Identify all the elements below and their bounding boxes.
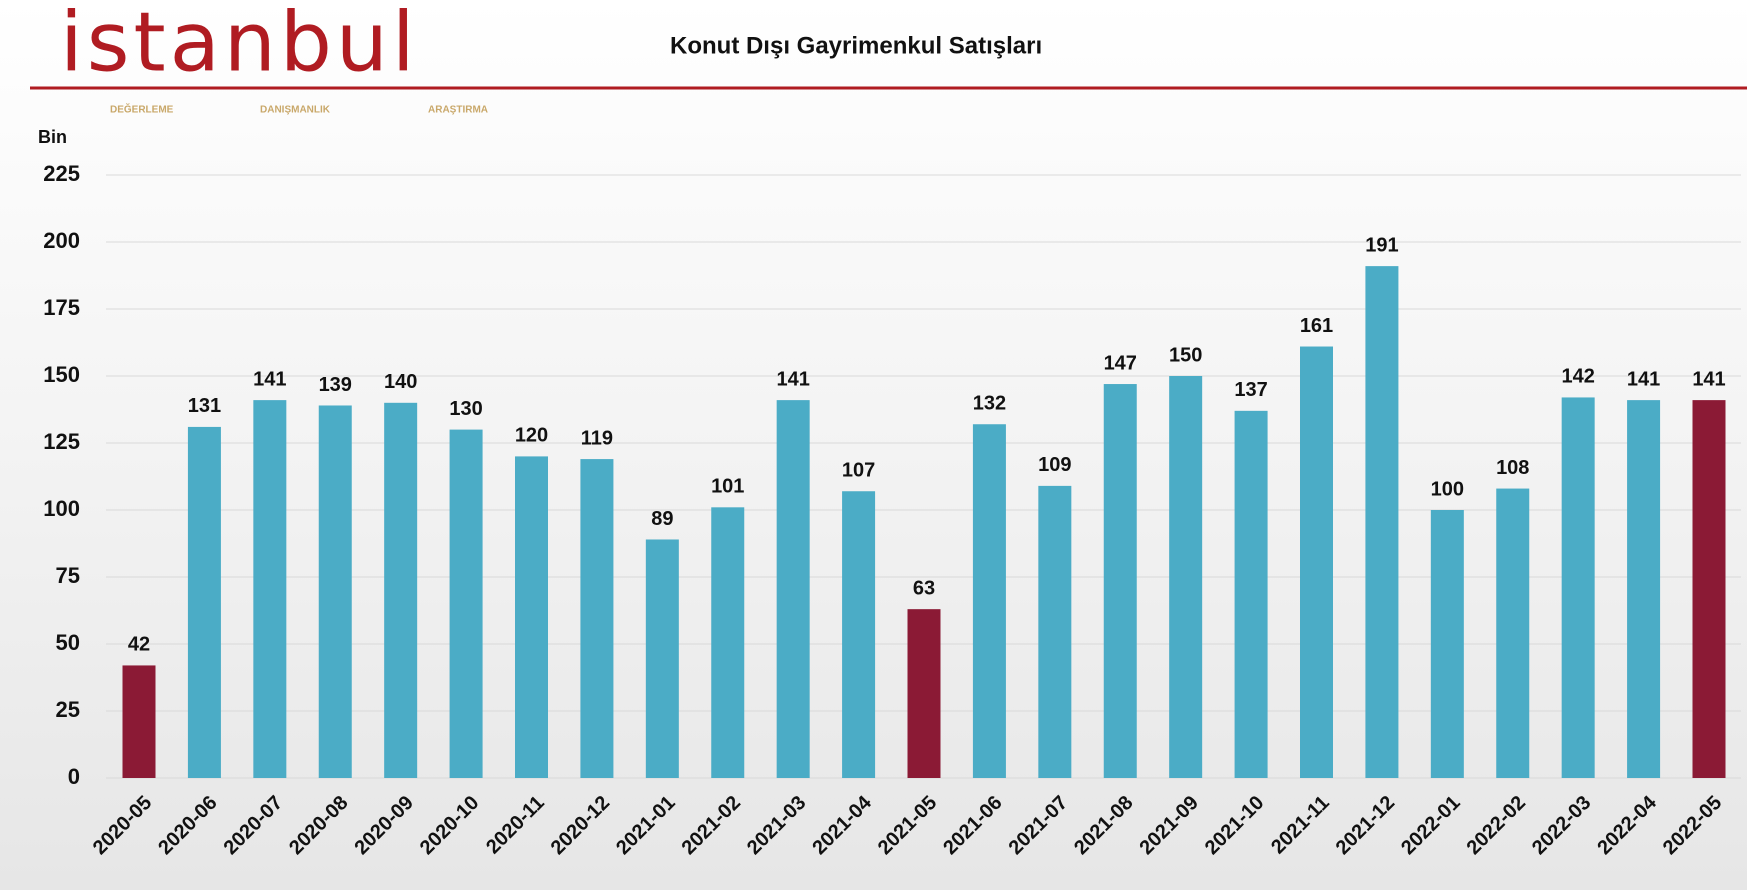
value-label: 191	[1365, 234, 1398, 256]
value-label: 132	[973, 393, 1006, 415]
bar	[1561, 397, 1595, 778]
x-tick-label: 2022-01	[1397, 792, 1464, 859]
x-tick-label: 2020-12	[547, 792, 614, 859]
y-tick-label: 100	[43, 496, 80, 521]
x-tick-label: 2020-08	[285, 792, 352, 859]
bar	[253, 400, 287, 778]
value-label: 137	[1234, 379, 1267, 401]
x-tick-label: 2021-06	[939, 792, 1006, 859]
value-label: 108	[1496, 457, 1529, 479]
bar	[776, 400, 810, 778]
bar	[449, 429, 483, 778]
y-tick-label: 50	[56, 630, 80, 655]
x-tick-label: 2020-06	[154, 792, 221, 859]
value-label: 141	[776, 368, 809, 390]
y-tick-label: 200	[43, 228, 80, 253]
logo-tagline: DEĞERLEME	[110, 103, 174, 116]
x-tick-label: 2020-05	[89, 792, 156, 859]
bar	[1234, 410, 1268, 778]
value-label: 119	[581, 427, 613, 449]
logo-tagline: ARAŞTIRMA	[428, 105, 488, 116]
bar	[907, 609, 941, 778]
value-label: 109	[1038, 454, 1071, 476]
x-tick-label: 2021-09	[1135, 792, 1202, 859]
bar	[1365, 266, 1399, 778]
x-tick-label: 2020-10	[416, 792, 483, 859]
value-label: 120	[515, 425, 548, 447]
x-tick-label: 2022-02	[1463, 792, 1530, 859]
bar	[1627, 400, 1661, 778]
y-tick-label: 75	[56, 563, 80, 588]
x-tick-label: 2021-01	[612, 792, 679, 859]
value-label: 89	[651, 508, 673, 530]
bar	[972, 424, 1006, 778]
bar	[842, 491, 876, 778]
logo-name: istanbul	[60, 0, 419, 90]
x-tick-label: 2022-03	[1528, 792, 1595, 859]
value-label: 131	[188, 395, 221, 417]
x-tick-label: 2020-09	[350, 792, 417, 859]
bar	[711, 507, 745, 778]
x-tick-label: 2021-05	[874, 792, 941, 859]
value-label: 141	[253, 368, 286, 390]
bar	[1300, 346, 1333, 778]
bar	[1692, 400, 1726, 778]
y-tick-label: 225	[43, 161, 80, 186]
value-label: 141	[1692, 368, 1725, 390]
value-label: 139	[319, 374, 352, 396]
x-tick-label: 2021-03	[743, 792, 810, 859]
bar	[645, 539, 679, 778]
x-tick-label: 2021-04	[808, 791, 876, 859]
x-tick-label: 2020-11	[482, 792, 549, 859]
x-tick-label: 2021-10	[1201, 792, 1268, 859]
value-label: 100	[1431, 478, 1464, 500]
value-label: 101	[711, 476, 744, 498]
bar	[122, 665, 156, 778]
value-label: 142	[1561, 366, 1594, 388]
x-tick-label: 2021-08	[1070, 792, 1137, 859]
value-label: 147	[1104, 352, 1137, 374]
bar	[384, 402, 418, 778]
y-tick-label: 125	[43, 429, 80, 454]
bar	[318, 405, 352, 778]
bar	[1169, 376, 1203, 778]
x-tick-label: 2021-02	[678, 792, 745, 859]
value-label: 161	[1300, 315, 1333, 337]
x-tick-label: 2020-07	[220, 792, 287, 859]
value-label: 140	[384, 371, 417, 393]
value-label: 63	[913, 577, 935, 599]
chart-title: Konut Dışı Gayrimenkul Satışları	[670, 32, 1042, 59]
y-tick-label: 25	[56, 697, 80, 722]
bar	[1496, 488, 1530, 778]
x-tick-label: 2022-04	[1593, 791, 1661, 859]
y-axis-label: Bin	[38, 127, 67, 147]
y-tick-label: 150	[43, 362, 80, 387]
value-label: 107	[842, 460, 875, 482]
x-tick-label: 2022-05	[1659, 792, 1726, 859]
value-label: 130	[449, 398, 482, 420]
y-tick-label: 175	[43, 295, 80, 320]
bar	[515, 456, 548, 778]
x-tick-label: 2021-11	[1267, 792, 1334, 859]
y-tick-label: 0	[68, 764, 80, 789]
bar	[1103, 384, 1137, 778]
bar	[1430, 510, 1464, 778]
bar	[580, 459, 614, 778]
bar	[187, 426, 221, 778]
x-tick-label: 2021-07	[1005, 792, 1072, 859]
bar	[1038, 485, 1072, 778]
value-label: 150	[1169, 344, 1202, 366]
value-label: 42	[128, 634, 150, 656]
x-tick-label: 2021-12	[1332, 792, 1399, 859]
logo-tagline: DANIŞMANLIK	[260, 105, 331, 116]
value-label: 141	[1627, 368, 1660, 390]
